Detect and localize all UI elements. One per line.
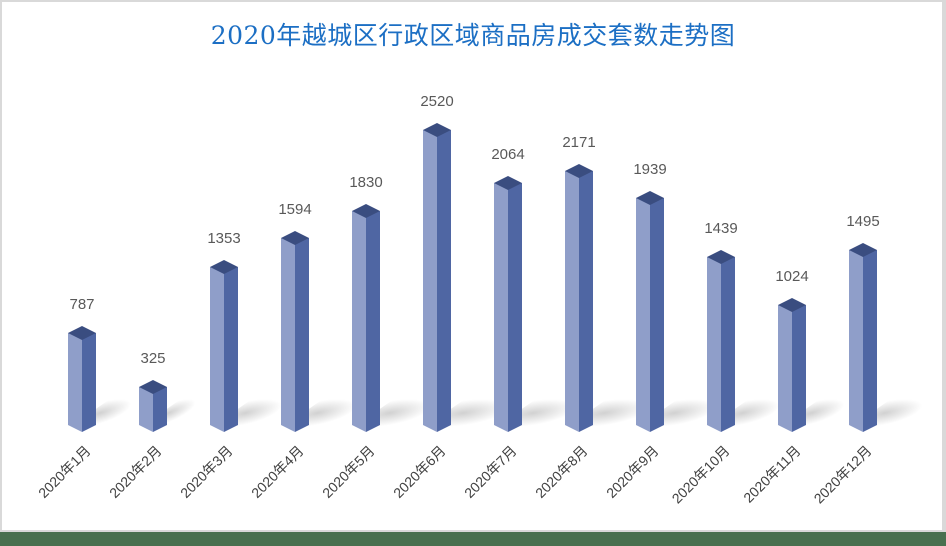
bar-top-face — [849, 243, 877, 257]
bar-2[interactable] — [139, 380, 167, 432]
chart-frame — [2, 2, 942, 530]
bar-top-face — [707, 250, 735, 264]
bar-bottom-edge — [281, 425, 309, 432]
bar-face-right — [792, 305, 806, 425]
bar-bottom-edge — [565, 425, 593, 432]
bar-3[interactable] — [210, 260, 238, 432]
bar-bottom-edge — [352, 425, 380, 432]
bar-12[interactable] — [849, 243, 877, 432]
bar-face-left — [423, 130, 437, 425]
bar-face-left — [210, 267, 224, 425]
bar-face-right — [437, 130, 451, 425]
bar-face-left — [68, 333, 82, 425]
bar-4[interactable] — [281, 231, 309, 432]
bar-face-right — [650, 198, 664, 425]
bar-face-left — [139, 387, 153, 425]
data-label: 1024 — [775, 268, 809, 285]
bar-face-left — [707, 257, 721, 425]
bar-face-right — [721, 257, 735, 425]
bar-top-face — [281, 231, 309, 245]
bar-bottom-edge — [636, 425, 664, 432]
bar-top-face — [139, 380, 167, 394]
bar-bottom-edge — [494, 425, 522, 432]
bar-top-face — [423, 123, 451, 137]
bar-6[interactable] — [423, 123, 451, 432]
bar-face-right — [295, 238, 309, 425]
bar-face-right — [366, 211, 380, 425]
bar-face-left — [778, 305, 792, 425]
bar-face-right — [508, 183, 522, 425]
bar-face-right — [863, 250, 877, 425]
bar-face-left — [636, 198, 650, 425]
data-label: 2520 — [420, 93, 454, 110]
data-label: 1353 — [207, 230, 241, 247]
bar-top-face — [352, 204, 380, 218]
bar-bottom-edge — [423, 425, 451, 432]
data-label: 1439 — [704, 220, 738, 237]
bar-top-face — [778, 298, 806, 312]
data-label: 1594 — [278, 201, 312, 218]
bar-bottom-edge — [707, 425, 735, 432]
bar-face-right — [153, 387, 167, 425]
bar-face-left — [565, 171, 579, 425]
bar-11[interactable] — [778, 298, 806, 432]
bar-bottom-edge — [210, 425, 238, 432]
bar-1[interactable] — [68, 326, 96, 432]
data-label: 1939 — [633, 161, 667, 178]
bar-top-face — [494, 176, 522, 190]
bar-5[interactable] — [352, 204, 380, 432]
bar-10[interactable] — [707, 250, 735, 432]
bar-bottom-edge — [139, 425, 167, 432]
bar-face-left — [494, 183, 508, 425]
bar-top-face — [565, 164, 593, 178]
bar-bottom-edge — [68, 425, 96, 432]
data-label: 325 — [140, 350, 166, 367]
bar-8[interactable] — [565, 164, 593, 432]
bar-bottom-edge — [778, 425, 806, 432]
bar-face-left — [281, 238, 295, 425]
bar-face-right — [224, 267, 238, 425]
bar-top-face — [636, 191, 664, 205]
bar-bottom-edge — [849, 425, 877, 432]
bar-9[interactable] — [636, 191, 664, 432]
chart-title: 2020年越城区行政区域商品房成交套数走势图 — [210, 21, 736, 50]
bar-face-right — [579, 171, 593, 425]
data-label: 1830 — [349, 174, 383, 191]
bar-face-left — [352, 211, 366, 425]
bar-face-left — [849, 250, 863, 425]
bar-top-face — [68, 326, 96, 340]
data-label: 787 — [69, 296, 95, 313]
data-label: 1495 — [846, 213, 880, 230]
bar-7[interactable] — [494, 176, 522, 432]
bar-top-face — [210, 260, 238, 274]
data-label: 2064 — [491, 146, 525, 163]
data-label: 2171 — [562, 134, 596, 151]
bar-face-right — [82, 333, 96, 425]
bottom-strip — [0, 532, 946, 546]
